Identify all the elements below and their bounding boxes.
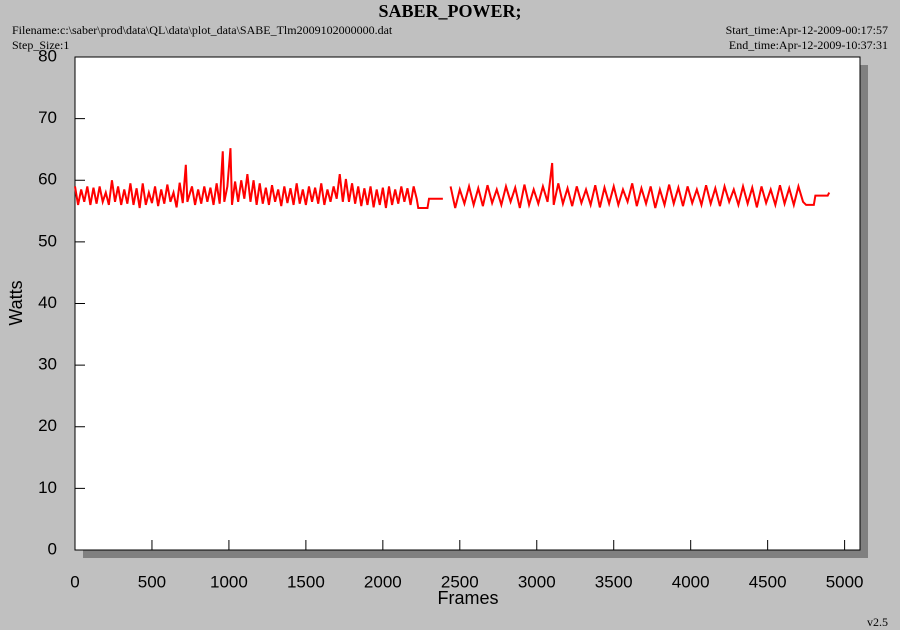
x-tick-label: 2000 [364, 572, 402, 591]
y-tick-label: 60 [38, 170, 57, 189]
chart-title: SABER_POWER; [378, 1, 521, 21]
y-tick-label: 50 [38, 231, 57, 250]
step-size: Step_Size:1 [12, 38, 69, 52]
version: v2.5 [867, 615, 888, 629]
y-tick-label: 0 [48, 539, 57, 558]
x-tick-label: 1500 [287, 572, 325, 591]
x-tick-label: 3500 [595, 572, 633, 591]
plot-area [74, 56, 861, 551]
x-tick-label: 1000 [210, 572, 248, 591]
x-tick-label: 4500 [749, 572, 787, 591]
y-tick-label: 20 [38, 416, 57, 435]
y-axis-label: Watts [6, 280, 26, 325]
x-tick-label: 5000 [826, 572, 864, 591]
filename: Filename:c:\saber\prod\data\QL\data\plot… [12, 23, 393, 37]
x-tick-label: 3000 [518, 572, 556, 591]
end-time: End_time:Apr-12-2009-10:37:31 [729, 38, 888, 52]
y-tick-label: 10 [38, 478, 57, 497]
x-tick-label: 500 [138, 572, 166, 591]
y-tick-label: 80 [38, 46, 57, 65]
y-tick-label: 30 [38, 355, 57, 374]
x-tick-label: 2500 [441, 572, 479, 591]
y-tick-label: 70 [38, 108, 57, 127]
x-tick-label: 0 [70, 572, 79, 591]
y-tick-label: 40 [38, 293, 57, 312]
x-axis-label: Frames [437, 588, 498, 608]
x-tick-label: 4000 [672, 572, 710, 591]
start-time: Start_time:Apr-12-2009-00:17:57 [726, 23, 888, 37]
line-series [74, 148, 831, 209]
